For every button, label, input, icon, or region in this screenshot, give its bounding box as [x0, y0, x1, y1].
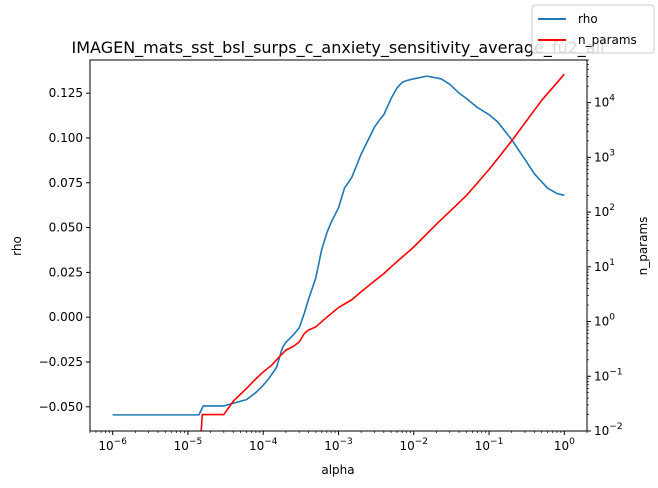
y2-tick-label: 104	[594, 94, 615, 110]
y2-axis-label: n_params	[636, 217, 650, 276]
x-tick-label: 10−5	[174, 437, 203, 453]
y2-tick-label: 100	[594, 313, 615, 329]
y-tick-label: 0.000	[49, 310, 83, 324]
y2-tick-label: 103	[594, 148, 615, 164]
chart-title: IMAGEN_mats_sst_bsl_surps_c_anxiety_sens…	[72, 38, 605, 58]
x-tick-label: 10−6	[98, 437, 127, 453]
y-tick-label: 0.125	[49, 86, 83, 100]
y2-tick-label: 10−1	[594, 367, 623, 383]
y2-tick-label: 10−2	[594, 422, 623, 438]
legend: rho n_params	[531, 4, 655, 54]
y-tick-label: 0.075	[49, 176, 83, 190]
legend-label-n-params: n_params	[578, 33, 637, 47]
x-axis: 10−6 10−5 10−4 10−3 10−2 10−1 100	[89, 431, 588, 453]
x-tick-label: 100	[554, 437, 575, 453]
x-tick-label: 10−1	[475, 437, 504, 453]
x-tick-label: 10−3	[324, 437, 353, 453]
y-tick-label: 0.100	[49, 131, 83, 145]
y2-tick-label: 102	[594, 203, 615, 219]
series-layer	[112, 73, 565, 431]
y2-axis: 10−2 10−1 100 101 102 103 104	[587, 59, 623, 438]
y2-tick-label: 101	[594, 258, 615, 274]
y-axis: −0.050 −0.025 0.000 0.025 0.050 0.075 0.100 0.1…	[39, 86, 90, 414]
y-axis-label: rho	[10, 236, 24, 256]
x-axis-label: alpha	[321, 463, 354, 477]
y-tick-label: 0.025	[49, 265, 83, 279]
x-tick-label: 10−2	[399, 437, 428, 453]
legend-label-rho: rho	[578, 12, 598, 26]
y-tick-label: −0.025	[39, 355, 83, 369]
series-line-n-params	[200, 73, 565, 431]
series-line-rho	[112, 75, 565, 416]
plot-frame	[89, 59, 588, 432]
y-tick-label: −0.050	[39, 400, 83, 414]
x-tick-label: 10−4	[249, 437, 278, 453]
y-tick-label: 0.050	[49, 221, 83, 235]
